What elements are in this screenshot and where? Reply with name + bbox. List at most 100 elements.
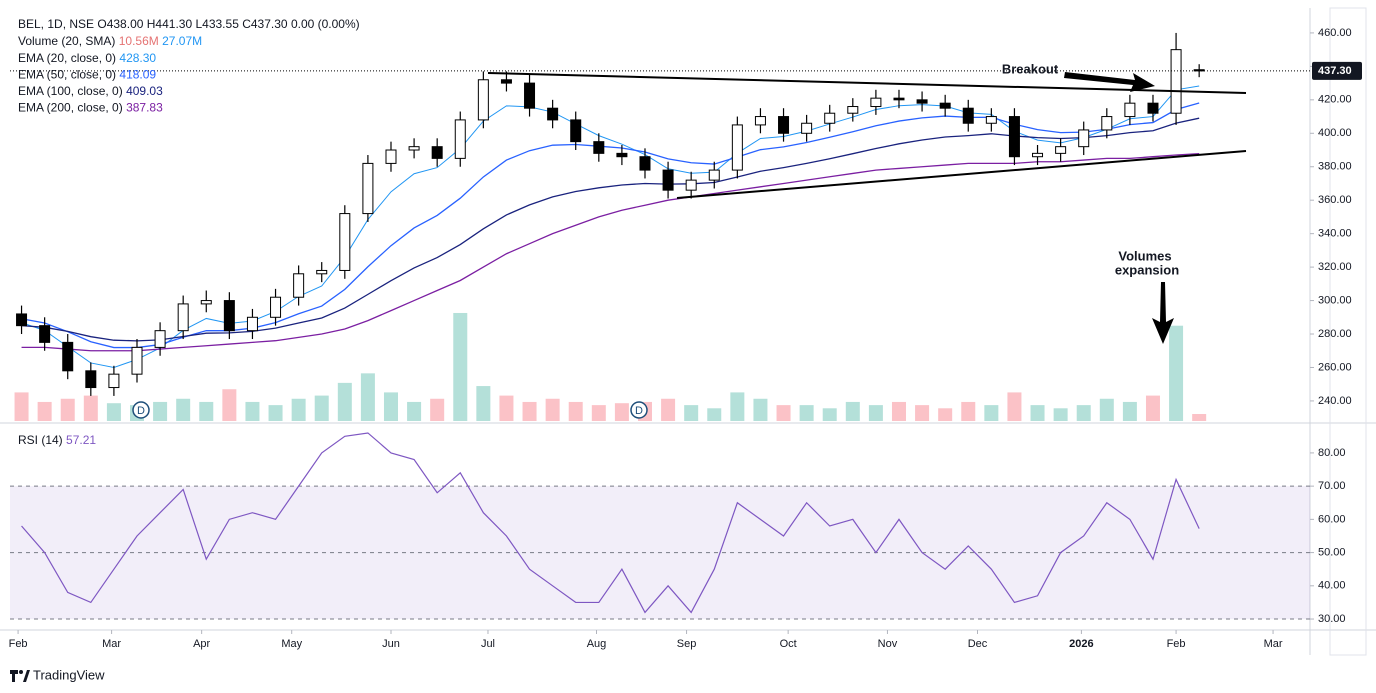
y-tick-label: 360.00 (1318, 194, 1352, 206)
volume-bar (822, 408, 837, 421)
y-tick-label: 50.00 (1318, 546, 1346, 558)
change: 0.00 (0.00%) (291, 17, 360, 31)
x-tick-label: Feb (9, 638, 28, 650)
candle-body (570, 119, 582, 143)
volume-bar (938, 408, 953, 421)
volume-bar (661, 398, 676, 421)
candle-body (593, 141, 605, 154)
candle-body (1170, 49, 1182, 114)
brand: TradingView (33, 667, 105, 682)
candle-body (39, 325, 51, 343)
ohlc: C437.30 (242, 17, 288, 31)
x-tick-label: May (281, 638, 302, 650)
candle-body (1055, 146, 1067, 154)
candle-body (801, 122, 813, 134)
x-tick-label: 2026 (1069, 638, 1093, 650)
candle-body (246, 316, 258, 332)
ema-name: EMA (200, close, 0) (18, 101, 123, 115)
volume-bar (891, 401, 906, 421)
volume-bar (1076, 405, 1091, 421)
candle-body (847, 106, 859, 114)
volume-bar (291, 398, 306, 421)
candle-body (362, 162, 374, 215)
candle-body (408, 146, 420, 151)
y-tick-label: 420.00 (1318, 94, 1352, 106)
volume-name: Volume (20, SMA) (18, 34, 115, 48)
volume-bar (591, 405, 606, 421)
ema-value: 428.30 (119, 51, 156, 65)
rsi-line (21, 432, 1200, 614)
volume-bar (776, 405, 791, 421)
trend-line (676, 150, 1247, 199)
candle-body (547, 107, 559, 121)
ema-name: EMA (100, close, 0) (18, 84, 123, 98)
y-tick-label: 280.00 (1318, 328, 1352, 340)
candle-body (477, 79, 489, 121)
ema-line (21, 85, 1200, 368)
y-tick-label: 240.00 (1318, 395, 1352, 407)
annotation: Breakout (1002, 61, 1059, 76)
volume-bar (1192, 414, 1207, 421)
candle-body (154, 330, 166, 348)
arrow (1152, 282, 1174, 344)
legend-text: EMA (200, close, 0) 387.83 (18, 101, 163, 115)
volume-bar (37, 401, 52, 421)
candle-body (16, 313, 28, 327)
volume-bar (614, 403, 629, 421)
volume-bar (430, 398, 445, 421)
ema-value: 418.09 (119, 68, 156, 82)
candle-body (223, 300, 235, 332)
legend-text: EMA (20, close, 0) 428.30 (18, 51, 156, 65)
ema-name: EMA (20, close, 0) (18, 51, 116, 65)
y-tick-label: 300.00 (1318, 294, 1352, 306)
volume-bar (1145, 395, 1160, 421)
plot: 240.00 260.00 280.00 300.00 320.00 340.00 360.… (9, 27, 1362, 650)
ohlc: H441.30 (147, 17, 193, 31)
candle-body (62, 341, 74, 372)
candle-body (1124, 102, 1136, 118)
y-tick-label: 260.00 (1318, 361, 1352, 373)
candle-body (200, 300, 212, 305)
dividend-marker[interactable] (132, 401, 150, 419)
candle-body (1008, 116, 1020, 158)
candle-body (108, 373, 120, 389)
candle-body (616, 152, 628, 158)
legend-text: BEL, 1D, NSE O438.00 H441.30 L433.55 C43… (18, 17, 360, 31)
candle-body (293, 273, 305, 298)
trend-line (487, 72, 1247, 94)
x-tick-label: Oct (780, 638, 797, 650)
volume-bar (268, 405, 283, 421)
candle-body (270, 296, 282, 318)
candle-body (1193, 69, 1205, 72)
candle-body (385, 149, 397, 164)
candle-body (893, 97, 905, 101)
volume-bar (1169, 325, 1184, 421)
candle-body (524, 82, 536, 109)
volume-bar (915, 405, 930, 421)
candle-body (316, 269, 328, 275)
ema-value: 387.83 (126, 101, 163, 115)
last-price-label: 437.30 (1318, 65, 1352, 77)
volume-bar (176, 398, 191, 421)
candle-body (731, 124, 743, 171)
ema-line (21, 152, 1200, 352)
volume-bar (845, 401, 860, 421)
volume-bar (961, 401, 976, 421)
x-tick-label: Mar (1264, 638, 1283, 650)
x-tick-label: Nov (878, 638, 898, 650)
volume-bar (14, 392, 29, 421)
y-tick-label: 40.00 (1318, 580, 1346, 592)
volume-bar (730, 392, 745, 421)
x-tick-label: Dec (968, 638, 988, 650)
dividend-marker[interactable] (630, 401, 648, 419)
y-tick-label: 30.00 (1318, 613, 1346, 625)
volume-bar (314, 395, 329, 421)
y-tick-label: 320.00 (1318, 261, 1352, 273)
legend-text: RSI (14) 57.21 (18, 433, 96, 447)
x-tick-label: Sep (677, 638, 697, 650)
legend-text: EMA (100, close, 0) 409.03 (18, 84, 163, 98)
y-tick-label: 80.00 (1318, 447, 1346, 459)
volume-value: 10.56M (119, 34, 159, 48)
